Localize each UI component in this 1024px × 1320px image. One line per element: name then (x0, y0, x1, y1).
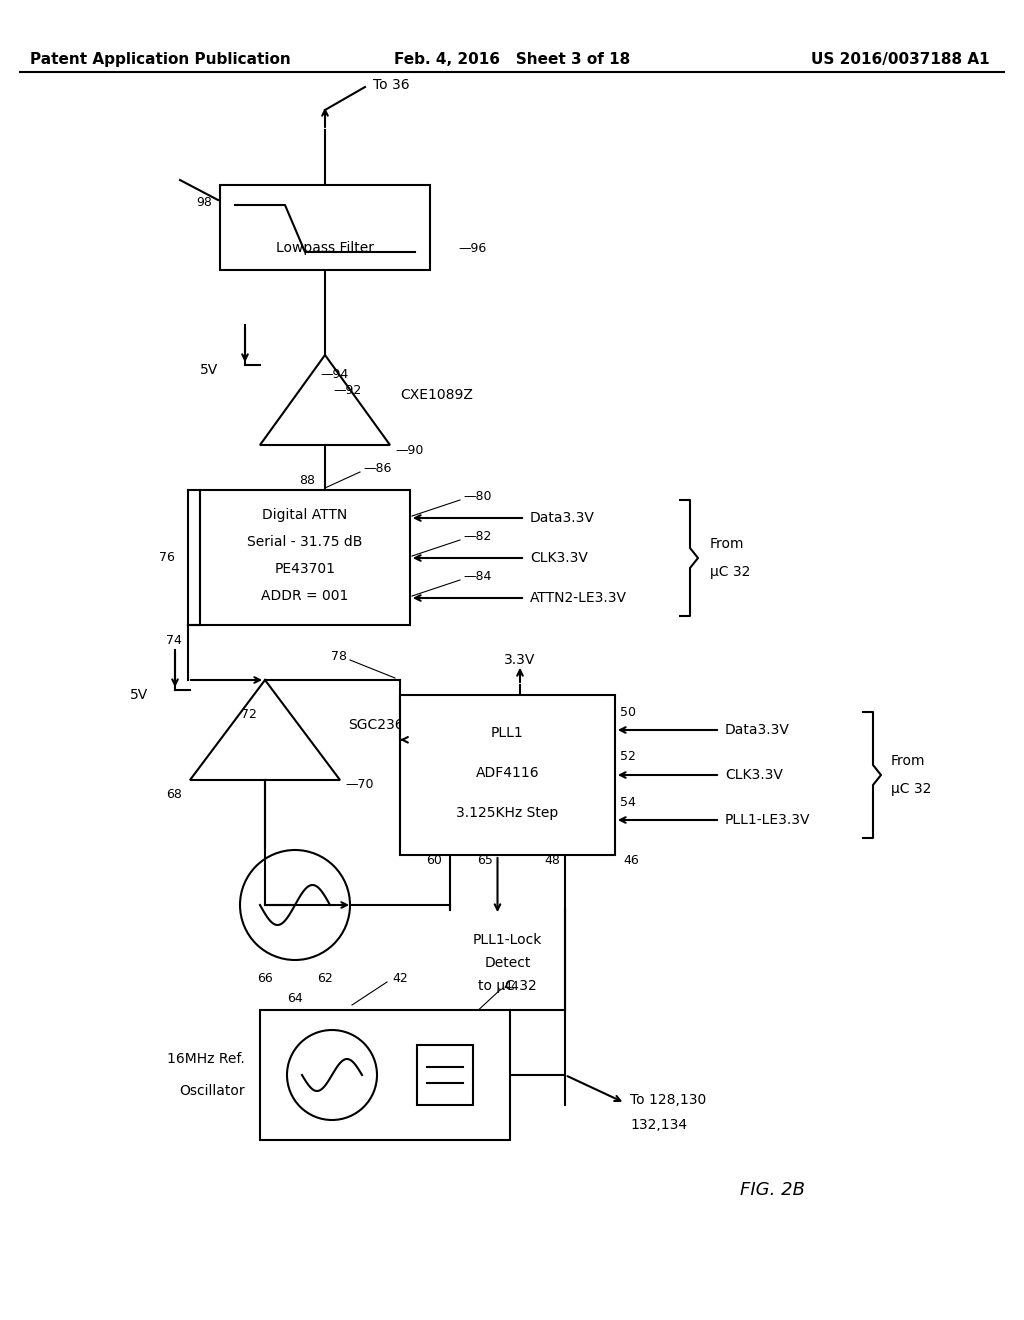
Text: Data3.3V: Data3.3V (530, 511, 595, 525)
Text: 46: 46 (623, 854, 639, 866)
Text: Detect: Detect (484, 956, 530, 970)
Text: Feb. 4, 2016   Sheet 3 of 18: Feb. 4, 2016 Sheet 3 of 18 (394, 51, 630, 67)
Text: Patent Application Publication: Patent Application Publication (30, 51, 291, 67)
Text: —82: —82 (463, 529, 492, 543)
FancyBboxPatch shape (260, 1010, 510, 1140)
Text: 74: 74 (166, 634, 182, 647)
Text: PLL1-Lock: PLL1-Lock (473, 933, 542, 946)
Text: CXE1089Z: CXE1089Z (400, 388, 473, 403)
Text: PLL1: PLL1 (492, 726, 524, 741)
Text: US 2016/0037188 A1: US 2016/0037188 A1 (811, 51, 990, 67)
Text: From: From (710, 537, 744, 550)
Text: μC 32: μC 32 (710, 565, 751, 579)
Text: 65: 65 (476, 854, 493, 866)
Text: 50: 50 (620, 705, 636, 718)
Text: —70: —70 (345, 779, 374, 792)
Text: 78: 78 (331, 649, 347, 663)
Text: Digital ATTN: Digital ATTN (262, 508, 347, 521)
Text: CLK3.3V: CLK3.3V (530, 550, 588, 565)
Text: 3.125KHz Step: 3.125KHz Step (457, 807, 559, 820)
Text: 44: 44 (503, 979, 519, 993)
Text: Oscillator: Oscillator (179, 1084, 245, 1098)
Text: —80: —80 (463, 490, 492, 503)
Text: 68: 68 (166, 788, 182, 801)
Text: 16MHz Ref.: 16MHz Ref. (167, 1052, 245, 1067)
Text: Data3.3V: Data3.3V (725, 723, 790, 737)
FancyBboxPatch shape (200, 490, 410, 624)
FancyBboxPatch shape (400, 696, 615, 855)
FancyBboxPatch shape (417, 1045, 473, 1105)
Text: μC 32: μC 32 (891, 781, 932, 796)
Text: 42: 42 (392, 972, 408, 985)
Text: ADF4116: ADF4116 (476, 766, 540, 780)
Text: From: From (891, 754, 926, 768)
Text: CLK3.3V: CLK3.3V (725, 768, 783, 781)
Text: PE43701: PE43701 (274, 562, 336, 576)
Text: 64: 64 (287, 991, 303, 1005)
Text: 66: 66 (257, 972, 272, 985)
Text: To 36: To 36 (373, 78, 410, 92)
Text: 54: 54 (620, 796, 636, 808)
Text: —84: —84 (463, 569, 492, 582)
Text: 98: 98 (197, 197, 212, 210)
Text: Lowpass Filter: Lowpass Filter (276, 242, 374, 255)
Text: ATTN2-LE3.3V: ATTN2-LE3.3V (530, 591, 627, 605)
Text: —92: —92 (333, 384, 361, 396)
Text: 88: 88 (299, 474, 315, 487)
Text: FIG. 2B: FIG. 2B (740, 1181, 805, 1199)
Text: To 128,130: To 128,130 (630, 1093, 707, 1107)
Text: 60: 60 (426, 854, 442, 866)
Text: 62: 62 (317, 972, 333, 985)
Text: ADDR = 001: ADDR = 001 (261, 589, 349, 603)
Text: —86: —86 (362, 462, 391, 474)
Text: 5V: 5V (200, 363, 218, 378)
Text: 3.3V: 3.3V (504, 653, 536, 667)
Text: 132,134: 132,134 (630, 1118, 687, 1133)
Text: —96: —96 (458, 242, 486, 255)
Text: 76: 76 (159, 550, 175, 564)
Text: 72: 72 (241, 709, 257, 722)
Text: 5V: 5V (130, 688, 148, 702)
Text: to μC 32: to μC 32 (478, 979, 537, 993)
Text: 52: 52 (620, 751, 636, 763)
Text: Serial - 31.75 dB: Serial - 31.75 dB (248, 535, 362, 549)
Text: SGC2363: SGC2363 (348, 718, 413, 733)
Text: —90: —90 (395, 444, 423, 457)
Text: 48: 48 (544, 854, 560, 866)
Text: —94: —94 (319, 368, 348, 381)
Text: PLL1-LE3.3V: PLL1-LE3.3V (725, 813, 811, 828)
FancyBboxPatch shape (220, 185, 430, 271)
